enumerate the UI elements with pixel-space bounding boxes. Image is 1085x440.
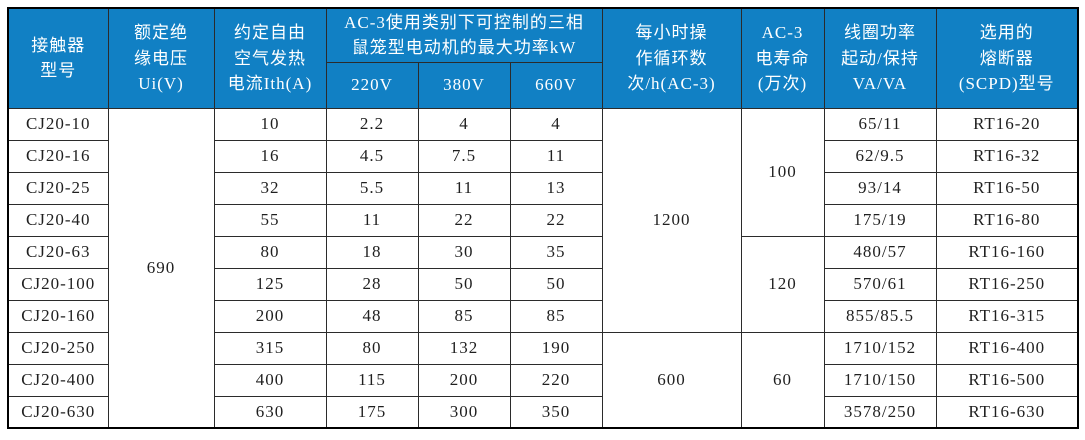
table-row: CJ20-40 55 11 22 22 175/19 RT16-80 (7, 203, 1079, 237)
cell-kw220: 48 (325, 299, 419, 333)
cell-kw660: 11 (509, 139, 603, 173)
cell-model: CJ20-10 (7, 107, 109, 141)
cell-ith: 200 (213, 299, 327, 333)
cell-kw660: 4 (509, 107, 603, 141)
cell-ith: 315 (213, 331, 327, 365)
cell-kw380: 200 (417, 363, 511, 397)
cell-fuse: RT16-250 (935, 267, 1079, 301)
header-220v: 220V (325, 61, 419, 109)
cell-kw660: 13 (509, 171, 603, 205)
cell-model: CJ20-16 (7, 139, 109, 173)
cell-kw380: 30 (417, 235, 511, 269)
cell-model: CJ20-630 (7, 395, 109, 429)
cell-kw220: 80 (325, 331, 419, 365)
cell-ith: 10 (213, 107, 327, 141)
cell-ith: 125 (213, 267, 327, 301)
cell-coil: 175/19 (823, 203, 937, 237)
cell-fuse: RT16-80 (935, 203, 1079, 237)
cell-kw660: 50 (509, 267, 603, 301)
cell-kw220: 18 (325, 235, 419, 269)
cell-coil: 855/85.5 (823, 299, 937, 333)
cell-coil: 1710/150 (823, 363, 937, 397)
cell-model: CJ20-400 (7, 363, 109, 397)
table-row: CJ20-63 80 18 30 35 120 480/57 RT16-160 (7, 235, 1079, 333)
cell-kw380: 85 (417, 299, 511, 333)
cell-fuse: RT16-32 (935, 139, 1079, 173)
header-coil-power: 线圈功率 起动/保持 VA/VA (823, 7, 937, 109)
cell-model: CJ20-100 (7, 267, 109, 301)
cell-kw660: 220 (509, 363, 603, 397)
header-ac3-electrical-life: AC-3 电寿命 (万次) (740, 7, 825, 109)
header-660v: 660V (509, 61, 603, 109)
cell-coil: 93/14 (823, 171, 937, 205)
cell-ith: 400 (213, 363, 327, 397)
cell-coil: 570/61 (823, 267, 937, 301)
cell-kw220: 115 (325, 363, 419, 397)
cell-model: CJ20-63 (7, 235, 109, 269)
cell-fuse: RT16-160 (935, 235, 1079, 269)
cell-cycles-low: 600 (601, 331, 742, 429)
cell-cycles-high: 1200 (601, 107, 742, 333)
cell-ith: 80 (213, 235, 327, 269)
header-thermal-current: 约定自由 空气发热 电流Ith(A) (213, 7, 327, 109)
header-fuse-type: 选用的 熔断器 (SCPD)型号 (935, 7, 1079, 109)
cell-kw380: 4 (417, 107, 511, 141)
table-row: CJ20-100 125 28 50 50 570/61 RT16-250 (7, 267, 1079, 301)
cell-kw220: 5.5 (325, 171, 419, 205)
cell-kw660: 350 (509, 395, 603, 429)
header-operating-cycles: 每小时操 作循环数 次/h(AC-3) (601, 7, 742, 109)
contactor-spec-table: 接触器 型号 额定绝 缘电压 Ui(V) 约定自由 空气发热 电流Ith(A) … (7, 7, 1079, 429)
cell-life-100: 100 (740, 107, 825, 237)
cell-ith: 16 (213, 139, 327, 173)
cell-model: CJ20-160 (7, 299, 109, 333)
header-380v: 380V (417, 61, 511, 109)
cell-fuse: RT16-315 (935, 299, 1079, 333)
cell-kw220: 4.5 (325, 139, 419, 173)
cell-kw380: 11 (417, 171, 511, 205)
cell-fuse: RT16-400 (935, 331, 1079, 365)
cell-kw660: 85 (509, 299, 603, 333)
cell-kw220: 175 (325, 395, 419, 429)
table-row: CJ20-400 400 115 200 220 1710/150 RT16-5… (7, 363, 1079, 397)
cell-kw660: 190 (509, 331, 603, 365)
table-row: CJ20-250 315 80 132 190 600 60 1710/152 … (7, 331, 1079, 429)
cell-fuse: RT16-630 (935, 395, 1079, 429)
cell-kw380: 300 (417, 395, 511, 429)
cell-coil: 480/57 (823, 235, 937, 269)
table-row: CJ20-10 690 10 2.2 4 4 1200 100 65/11 RT… (7, 107, 1079, 429)
cell-fuse: RT16-500 (935, 363, 1079, 397)
cell-kw220: 11 (325, 203, 419, 237)
cell-model: CJ20-250 (7, 331, 109, 365)
cell-kw380: 22 (417, 203, 511, 237)
cell-kw380: 50 (417, 267, 511, 301)
cell-coil: 62/9.5 (823, 139, 937, 173)
table-row: CJ20-16 16 4.5 7.5 11 62/9.5 RT16-32 (7, 139, 1079, 173)
table-row: CJ20-25 32 5.5 11 13 93/14 RT16-50 (7, 171, 1079, 205)
cell-ith: 55 (213, 203, 327, 237)
cell-kw660: 22 (509, 203, 603, 237)
cell-ith: 32 (213, 171, 327, 205)
cell-ui-voltage: 690 (107, 107, 215, 429)
cell-fuse: RT16-50 (935, 171, 1079, 205)
header-ac3-max-power-group: AC-3使用类别下可控制的三相 鼠笼型电动机的最大功率kW (325, 7, 603, 63)
cell-kw660: 35 (509, 235, 603, 269)
cell-fuse: RT16-20 (935, 107, 1079, 141)
cell-kw220: 28 (325, 267, 419, 301)
cell-coil: 3578/250 (823, 395, 937, 429)
cell-kw220: 2.2 (325, 107, 419, 141)
cell-coil: 1710/152 (823, 331, 937, 365)
table-row: CJ20-160 200 48 85 85 855/85.5 RT16-315 (7, 299, 1079, 333)
cell-model: CJ20-25 (7, 171, 109, 205)
cell-life-120: 120 (740, 235, 825, 333)
cell-life-60: 60 (740, 331, 825, 429)
cell-coil: 65/11 (823, 107, 937, 141)
header-rated-insulation-voltage: 额定绝 缘电压 Ui(V) (107, 7, 215, 109)
cell-ith: 630 (213, 395, 327, 429)
cell-kw380: 132 (417, 331, 511, 365)
header-contactor-model: 接触器 型号 (7, 7, 109, 109)
cell-kw380: 7.5 (417, 139, 511, 173)
cell-model: CJ20-40 (7, 203, 109, 237)
table-row: CJ20-630 630 175 300 350 3578/250 RT16-6… (7, 395, 1079, 429)
